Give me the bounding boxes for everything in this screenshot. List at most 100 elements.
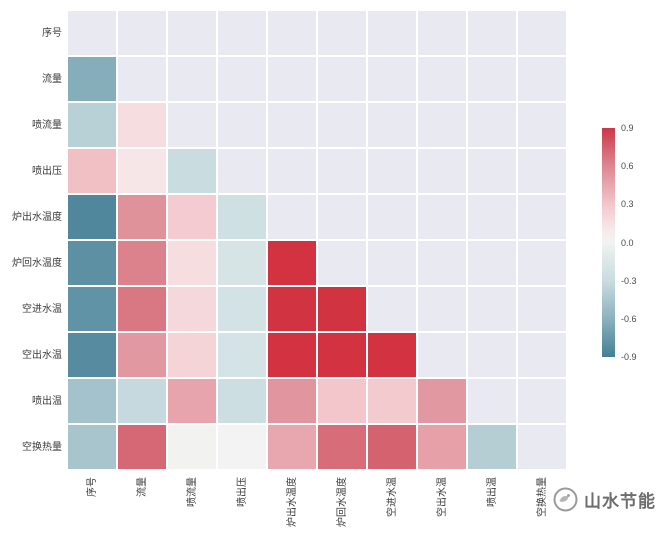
- x-tick-label: 序号: [87, 477, 98, 497]
- heatmap-cell: [168, 333, 216, 377]
- heatmap-cell: [118, 287, 166, 331]
- x-tick-label: 空进水温: [387, 477, 398, 517]
- heatmap-masked-cell: [518, 379, 566, 423]
- heatmap-masked-cell: [268, 57, 316, 101]
- watermark: 山水节能: [552, 484, 656, 514]
- x-tick-label: 空出水温: [437, 477, 448, 517]
- heatmap-masked-cell: [118, 57, 166, 101]
- heatmap-cell: [318, 287, 366, 331]
- y-tick-label: 序号: [42, 28, 62, 39]
- heatmap-masked-cell: [368, 57, 416, 101]
- heatmap-masked-cell: [268, 103, 316, 147]
- heatmap-cell: [168, 425, 216, 469]
- heatmap-masked-cell: [468, 195, 516, 239]
- heatmap-masked-cell: [418, 11, 466, 55]
- heatmap-cell: [68, 425, 116, 469]
- heatmap-cell: [468, 425, 516, 469]
- colorbar-tick-label: -0.3: [621, 275, 637, 286]
- heatmap-masked-cell: [518, 425, 566, 469]
- heatmap-masked-cell: [318, 149, 366, 193]
- heatmap-masked-cell: [318, 195, 366, 239]
- heatmap-masked-cell: [68, 11, 116, 55]
- heatmap-masked-cell: [418, 149, 466, 193]
- heatmap-cell: [168, 195, 216, 239]
- heatmap-masked-cell: [518, 241, 566, 285]
- brand-text: 山水节能: [584, 491, 656, 511]
- heatmap-cell: [218, 425, 266, 469]
- heatmap-masked-cell: [368, 11, 416, 55]
- y-tick-label: 喷流量: [32, 120, 62, 131]
- heatmap-masked-cell: [418, 103, 466, 147]
- heatmap-masked-cell: [368, 149, 416, 193]
- heatmap-masked-cell: [318, 57, 366, 101]
- colorbar-gradient: [602, 128, 615, 357]
- heatmap-masked-cell: [468, 241, 516, 285]
- heatmap-cell: [318, 379, 366, 423]
- heatmap-masked-cell: [268, 195, 316, 239]
- heatmap-cell: [318, 425, 366, 469]
- heatmap-cell: [168, 149, 216, 193]
- heatmap-cell: [68, 149, 116, 193]
- heatmap-masked-cell: [368, 103, 416, 147]
- heatmap-cell: [218, 287, 266, 331]
- y-tick-label: 空换热量: [22, 442, 62, 453]
- heatmap-cell: [268, 333, 316, 377]
- heatmap-cell: [68, 241, 116, 285]
- x-tick-label: 喷出温: [487, 477, 498, 507]
- heatmap-masked-cell: [468, 103, 516, 147]
- heatmap-masked-cell: [518, 287, 566, 331]
- heatmap-masked-cell: [318, 103, 366, 147]
- colorbar-tick-label: 0.3: [621, 199, 634, 210]
- heatmap-masked-cell: [468, 57, 516, 101]
- colorbar-tick-label: 0.6: [621, 161, 634, 172]
- heatmap-cell: [268, 425, 316, 469]
- heatmap-masked-cell: [518, 57, 566, 101]
- heatmap-masked-cell: [218, 57, 266, 101]
- heatmap-cell: [218, 195, 266, 239]
- heatmap-masked-cell: [318, 241, 366, 285]
- x-tick-label: 炉出水温度: [287, 477, 298, 527]
- heatmap-masked-cell: [368, 241, 416, 285]
- heatmap-masked-cell: [218, 103, 266, 147]
- heatmap-masked-cell: [518, 11, 566, 55]
- heatmap-cell: [168, 241, 216, 285]
- heatmap-masked-cell: [168, 57, 216, 101]
- heatmap-masked-cell: [518, 149, 566, 193]
- heatmap-masked-cell: [468, 333, 516, 377]
- heatmap-masked-cell: [368, 195, 416, 239]
- heatmap-cell: [368, 333, 416, 377]
- heatmap-cell: [68, 195, 116, 239]
- y-tick-label: 空出水温: [22, 350, 62, 361]
- heatmap-cell: [118, 425, 166, 469]
- x-tick-label: 喷出压: [237, 477, 248, 507]
- heatmap-cell: [118, 149, 166, 193]
- x-tick-label: 流量: [137, 477, 148, 497]
- heatmap-masked-cell: [418, 241, 466, 285]
- heatmap-cell: [68, 333, 116, 377]
- y-tick-label: 喷出温: [32, 396, 62, 407]
- heatmap-cell: [418, 379, 466, 423]
- heatmap-masked-cell: [318, 11, 366, 55]
- brand-logo-icon: [553, 487, 578, 511]
- heatmap-cell: [68, 103, 116, 147]
- heatmap-masked-cell: [218, 149, 266, 193]
- heatmap-masked-cell: [418, 287, 466, 331]
- heatmap-cell: [68, 287, 116, 331]
- heatmap-masked-cell: [468, 379, 516, 423]
- y-tick-label: 炉回水温度: [12, 258, 62, 269]
- colorbar-tick-label: -0.6: [621, 313, 637, 324]
- heatmap-masked-cell: [418, 333, 466, 377]
- heatmap-masked-cell: [168, 11, 216, 55]
- heatmap-masked-cell: [218, 11, 266, 55]
- heatmap-cell: [68, 379, 116, 423]
- heatmap-cell: [118, 333, 166, 377]
- heatmap-masked-cell: [468, 11, 516, 55]
- heatmap-cell: [118, 195, 166, 239]
- x-tick-label: 喷流量: [187, 477, 198, 507]
- heatmap-cell: [368, 425, 416, 469]
- colorbar-tick-label: 0.9: [621, 123, 634, 133]
- heatmap-cell: [318, 333, 366, 377]
- heatmap-cell: [268, 379, 316, 423]
- y-tick-label: 炉出水温度: [12, 212, 62, 223]
